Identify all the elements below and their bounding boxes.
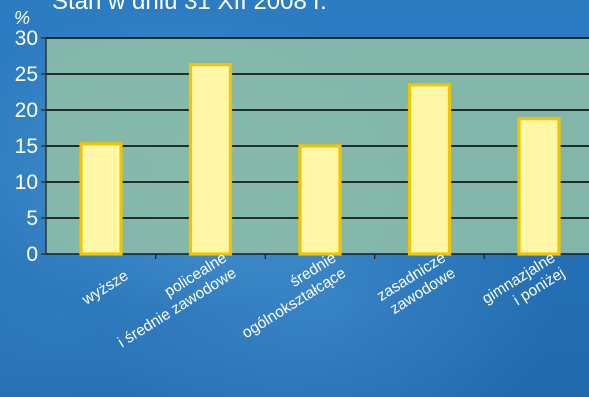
y-axis-unit-label: % [14,8,30,28]
y-tick-label: 30 [15,27,38,50]
y-tick-label: 5 [26,207,38,230]
chart-subtitle: Stan w dniu 31 XII 2008 r. [52,0,327,15]
bar [298,144,342,256]
bar [79,142,123,256]
y-tick-label: 15 [15,135,38,158]
y-tick-label: 10 [15,171,38,194]
y-tick-label: 20 [15,99,38,122]
y-tick-label: 25 [15,63,38,86]
y-tick-label: 0 [26,243,38,266]
bar [188,63,233,256]
x-tick-label-line: wyższe [79,267,132,309]
x-tick-label: wyższe [79,267,132,309]
bar [517,117,561,256]
bar [407,83,452,256]
